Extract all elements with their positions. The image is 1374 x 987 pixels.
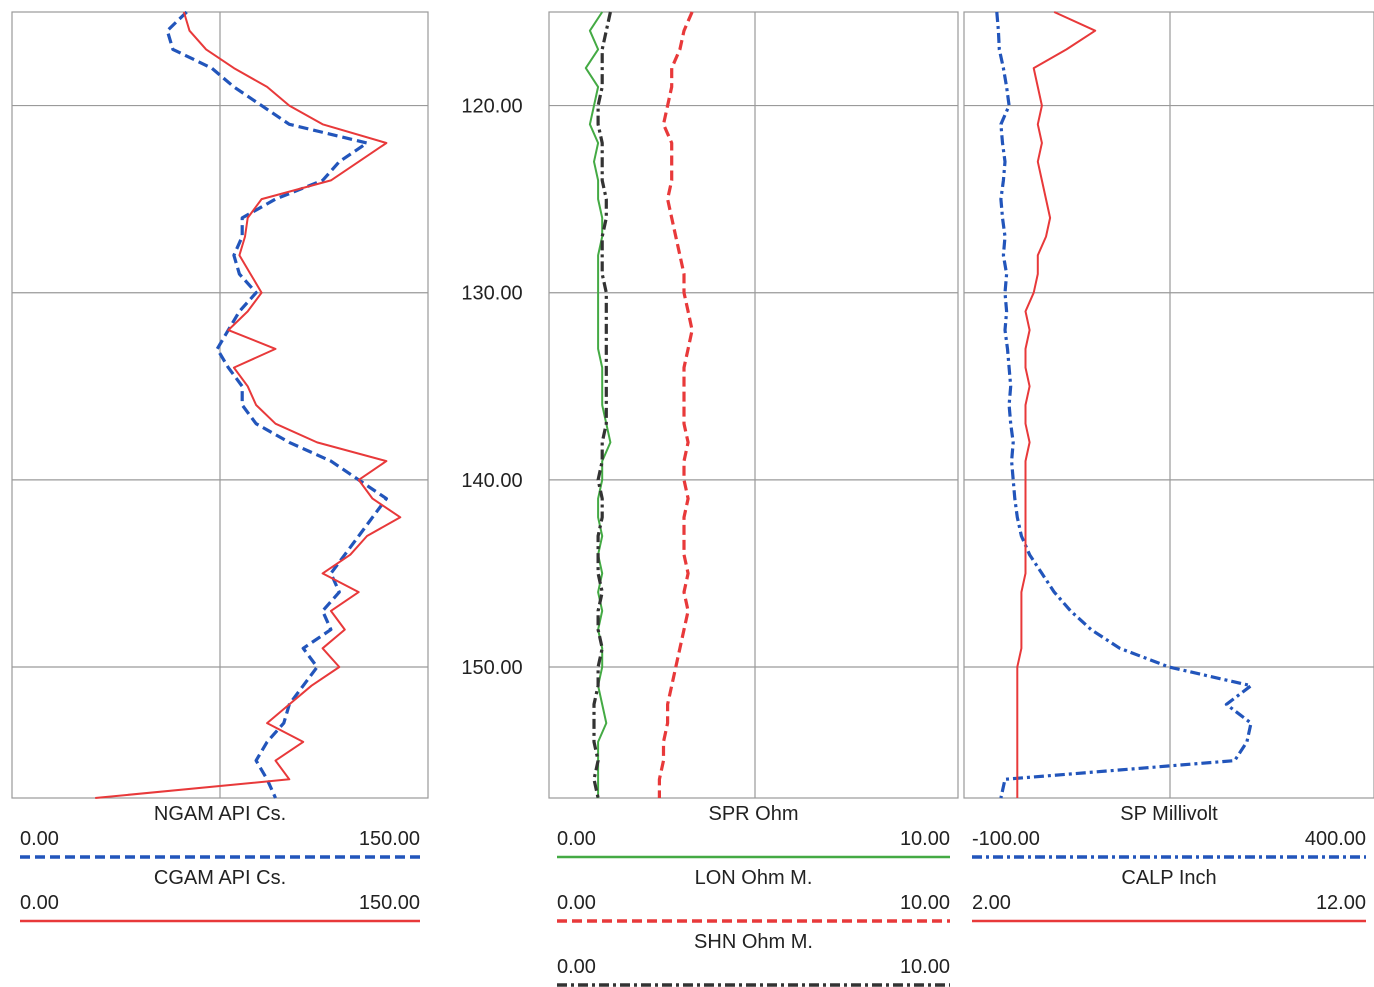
legend-cgam-max: 150.00 bbox=[359, 892, 420, 914]
legend-shn-max: 10.00 bbox=[900, 956, 950, 978]
legend-sp-name: SP Millivolt bbox=[1120, 803, 1218, 825]
legend-layer: NGAM API Cs. 0.00 150.00 CGAM API Cs. 0.00 15… bbox=[20, 803, 1366, 987]
track-3-frame bbox=[963, 11, 1374, 799]
curve-lon bbox=[657, 11, 694, 798]
curve-ngam bbox=[165, 10, 388, 799]
legend-ngam-min: 0.00 bbox=[20, 828, 59, 850]
depth-tick-label: 140.00 bbox=[461, 470, 522, 492]
legend-spr-name: SPR Ohm bbox=[708, 803, 798, 825]
legend-lon-min: 0.00 bbox=[557, 892, 596, 914]
curve-shn bbox=[592, 11, 612, 799]
legend-spr-min: 0.00 bbox=[557, 828, 596, 850]
depth-tick-labels: 120.00 130.00 140.00 150.00 bbox=[461, 96, 522, 679]
legend-sp-max: 400.00 bbox=[1305, 828, 1366, 850]
grid-layer bbox=[11, 11, 1374, 799]
legend-shn-min: 0.00 bbox=[557, 956, 596, 978]
curve-spr bbox=[584, 11, 612, 798]
legend-calp-name: CALP Inch bbox=[1121, 867, 1216, 889]
legend-ngam-max: 150.00 bbox=[359, 828, 420, 850]
track-2-frame bbox=[548, 11, 959, 799]
legend-shn-name: SHN Ohm M. bbox=[694, 931, 813, 953]
legend-ngam-name: NGAM API Cs. bbox=[154, 803, 286, 825]
legend-lon-name: LON Ohm M. bbox=[695, 867, 813, 889]
legend-calp-min: 2.00 bbox=[972, 892, 1011, 914]
depth-tick-label: 120.00 bbox=[461, 96, 522, 118]
depth-tick-label: 150.00 bbox=[461, 657, 522, 679]
curve-layer bbox=[95, 10, 1253, 799]
legend-cgam-name: CGAM API Cs. bbox=[154, 867, 286, 889]
legend-spr-max: 10.00 bbox=[900, 828, 950, 850]
legend-cgam-min: 0.00 bbox=[20, 892, 59, 914]
depth-tick-label: 130.00 bbox=[461, 283, 522, 305]
legend-sp-min: -100.00 bbox=[972, 828, 1040, 850]
curve-calp bbox=[1016, 11, 1097, 798]
curve-cgam bbox=[95, 11, 402, 799]
curve-sp bbox=[995, 11, 1253, 799]
legend-lon-max: 10.00 bbox=[900, 892, 950, 914]
legend-calp-max: 12.00 bbox=[1316, 892, 1366, 914]
